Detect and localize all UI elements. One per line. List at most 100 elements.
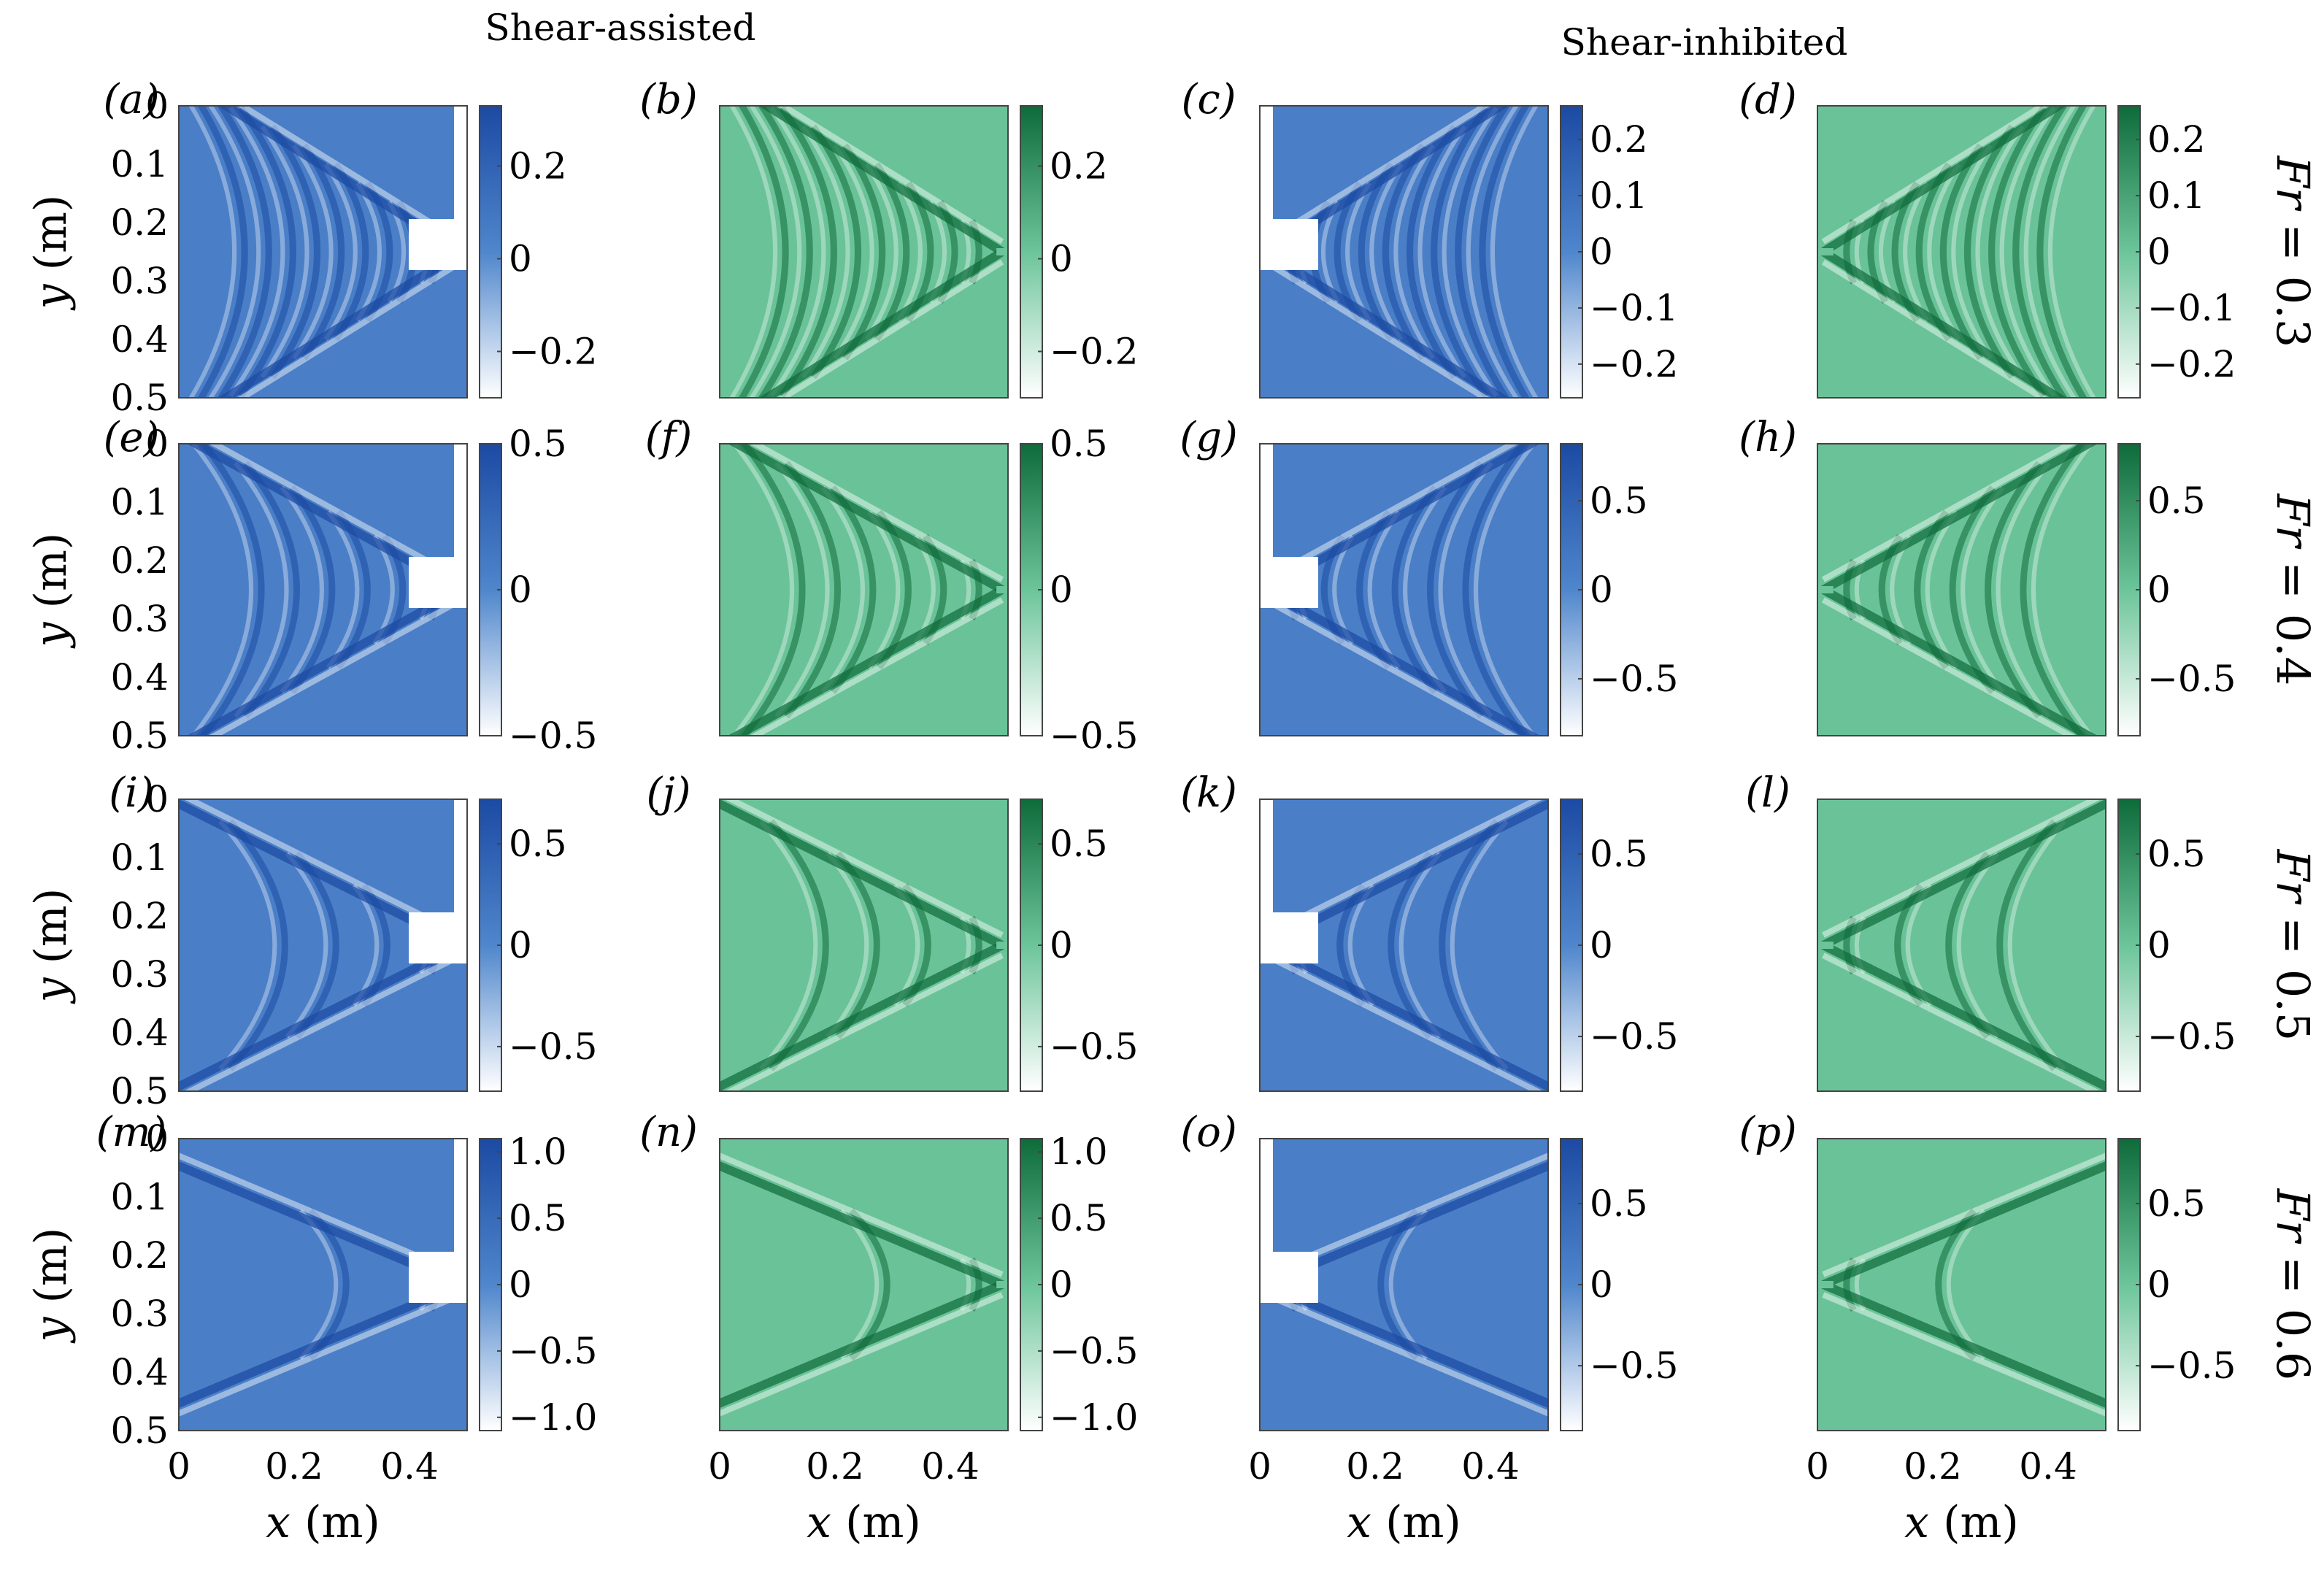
panel-label: (i): [109, 769, 154, 817]
colorbar-tick-label: 0: [1050, 924, 1073, 966]
panel-p: (p) 0.5 0 −0.5 0 0.2 0.4x (m) Fr = 0.6: [1739, 1109, 2320, 1548]
heatmap: [1260, 106, 1548, 398]
panel-label: (g): [1180, 414, 1238, 461]
colorbar-tick-label: −0.5: [1050, 715, 1138, 757]
panel-grid: (a) 0.2 0 −0.2 0 0.1 0.2 0.3 0.4 0.5 y (m) (b) 0.2 0 −…: [26, 76, 2320, 1548]
y-tick-label: 0.4: [110, 318, 169, 361]
colorbar-tick-label: 0.5: [1050, 423, 1108, 465]
x-tick-label: 0.4: [921, 1445, 980, 1488]
y-tick-label: 0.5: [110, 715, 169, 757]
heatmap: [1260, 1139, 1548, 1431]
colorbar-tick-label: 0: [1050, 238, 1073, 280]
colorbar-tick-label: −0.5: [1050, 1330, 1138, 1372]
colorbar-tick-label: 0: [509, 924, 532, 966]
x-tick-label: 0.2: [1346, 1445, 1404, 1488]
colorbar-tick-label: −0.5: [1590, 1015, 1678, 1058]
header-shear-assisted: Shear-assisted: [485, 7, 755, 49]
colorbar-tick-label: 0.2: [2147, 118, 2206, 161]
colorbar-tick-label: −0.1: [1590, 287, 1678, 329]
colorbar-tick-label: −0.1: [2147, 287, 2236, 329]
heatmap: [1817, 799, 2106, 1091]
heatmap: [1817, 106, 2106, 398]
colorbar-tick-label: 0.5: [2147, 1182, 2206, 1225]
panel-label: (h): [1739, 414, 1797, 461]
colorbar-tick-label: 0: [509, 238, 532, 280]
heatmap: [1817, 444, 2106, 736]
colorbar-tick-label: 0: [1050, 1263, 1073, 1306]
y-tick-label: 0: [145, 423, 169, 465]
colorbar-tick-label: 0.2: [1590, 118, 1648, 161]
colorbar-tick-label: −0.5: [509, 1025, 597, 1068]
panel-o: (o) 0.5 0 −0.5 0 0.2 0.4x (m): [1180, 1109, 1678, 1548]
panel-label: (d): [1739, 76, 1797, 123]
panel-c: (c) 0.2 0.1 0 −0.1 −0.2: [1181, 76, 1678, 399]
heatmap: [720, 106, 1008, 398]
colorbar: [479, 105, 502, 399]
x-tick-label: 0: [708, 1445, 731, 1488]
colorbar: [1020, 105, 1043, 399]
y-axis-label: y (m): [26, 888, 77, 1005]
panel-label: (l): [1745, 769, 1790, 817]
colorbar-tick-label: 0: [2147, 1263, 2171, 1306]
colorbar-tick-label: 0.5: [2147, 833, 2206, 875]
panel-g: (g) 0.5 0 −0.5: [1180, 414, 1678, 736]
panel-d: (d) 0.2 0.1 0 −0.1 −0.2 Fr = 0.3: [1739, 76, 2320, 399]
colorbar-tick-label: 0.5: [1050, 823, 1108, 865]
colorbar-tick-label: 0.5: [1590, 833, 1648, 875]
panel-k: (k) 0.5 0 −0.5: [1180, 769, 1678, 1092]
y-tick-label: 0.4: [110, 656, 169, 699]
panel-h: (h) 0.5 0 −0.5 Fr = 0.4: [1739, 414, 2320, 736]
colorbar-tick-label: 0: [1590, 231, 1613, 273]
row-label-froude: Fr = 0.5: [2266, 849, 2320, 1042]
heatmap: [179, 444, 467, 736]
y-axis-label: y (m): [26, 533, 77, 650]
colorbar-tick-label: −0.2: [1050, 331, 1138, 373]
colorbar-tick-label: −0.2: [509, 331, 597, 373]
colorbar: [1020, 1138, 1043, 1431]
y-tick-label: 0.4: [110, 1351, 169, 1393]
colorbar-tick-label: −0.5: [2147, 1015, 2236, 1058]
x-tick-label: 0.2: [806, 1445, 864, 1488]
colorbar-tick-label: −0.5: [509, 1330, 597, 1372]
panel-label: (p): [1739, 1109, 1797, 1156]
y-tick-label: 0.5: [110, 377, 169, 419]
colorbar-tick-label: −0.5: [1590, 1344, 1678, 1387]
y-tick-label: 0.3: [110, 953, 169, 996]
colorbar-tick-label: 0.2: [509, 145, 567, 188]
panel-label: (f): [645, 414, 692, 461]
y-tick-label: 0.4: [110, 1012, 169, 1054]
colorbar-tick-label: −0.5: [1050, 1025, 1138, 1068]
colorbar-tick-label: 0.5: [1590, 480, 1648, 522]
colorbar-tick-label: 0: [509, 1263, 532, 1306]
colorbar-tick-label: 0: [1590, 924, 1613, 966]
y-tick-label: 0.5: [110, 1070, 169, 1112]
x-tick-label: 0: [1806, 1445, 1829, 1488]
y-tick-label: 0.1: [110, 481, 169, 523]
colorbar-tick-label: −0.5: [1590, 658, 1678, 700]
heatmap: [1817, 1139, 2106, 1431]
colorbar-tick-label: 1.0: [509, 1131, 567, 1173]
panel-e: (e) 0.5 0 −0.5 0 0.1 0.2 0.3 0.4 0.5 y (m): [26, 414, 597, 757]
colorbar-tick-label: 0: [1590, 569, 1613, 611]
y-tick-label: 0: [145, 85, 169, 127]
colorbar-tick-label: 0: [2147, 569, 2171, 611]
panel-label: (c): [1181, 76, 1236, 123]
colorbar-tick-label: 0.5: [509, 423, 567, 465]
panel-b: (b) 0.2 0 −0.2: [639, 76, 1138, 399]
y-tick-label: 0.1: [110, 1176, 169, 1218]
y-tick-label: 0.2: [110, 895, 169, 937]
panel-label: (k): [1180, 769, 1237, 817]
colorbar-tick-label: 0.2: [1050, 145, 1108, 188]
x-axis-label: x (m): [1347, 1497, 1461, 1548]
x-axis-label: x (m): [807, 1497, 921, 1548]
panel-m: (m) 1.00.50−0.5−1.000.10.20.30.40.50 0.2 0.…: [26, 1109, 597, 1548]
y-tick-label: 0: [145, 1117, 169, 1160]
x-tick-label: 0.4: [2019, 1445, 2077, 1488]
colorbar-tick-label: 0: [2147, 924, 2171, 966]
colorbar-tick-label: −0.5: [2147, 1344, 2236, 1387]
colorbar-tick-label: 0.5: [2147, 480, 2206, 522]
panel-label: (m): [96, 1109, 167, 1156]
y-tick-label: 0: [145, 778, 169, 820]
colorbar-tick-label: 0.1: [2147, 174, 2206, 217]
